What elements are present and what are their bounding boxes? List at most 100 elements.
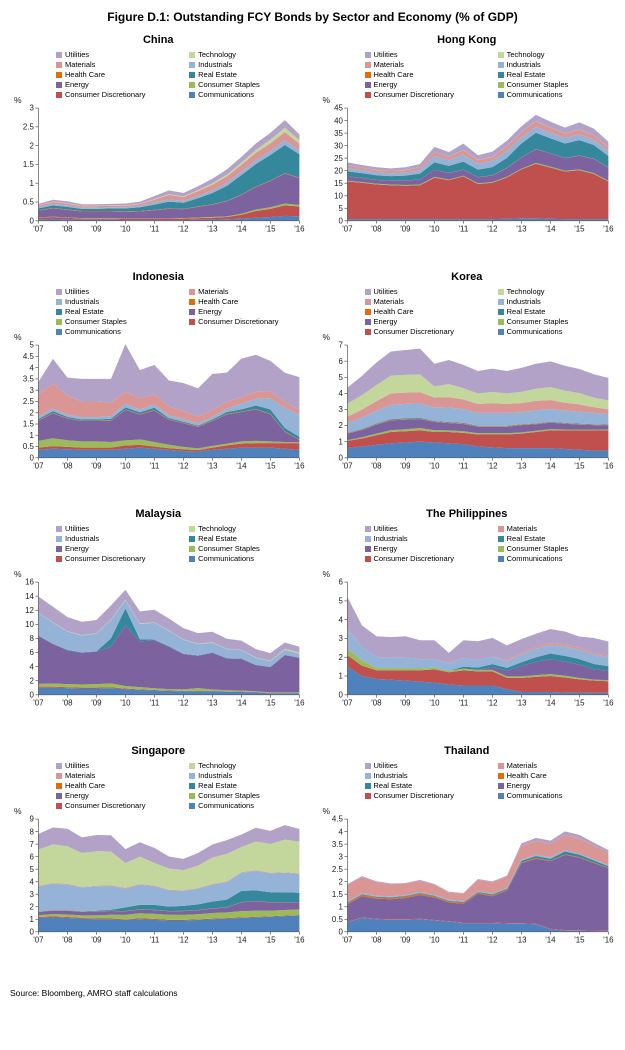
legend-item-consumer-staples: Consumer Staples [189, 791, 302, 801]
x-tick-label: '15 [265, 461, 276, 470]
area-energy [38, 173, 300, 219]
y-tick-label: 0.5 [23, 198, 35, 207]
x-tick-label: '10 [429, 935, 440, 944]
legend-item-consumer-discretionary: Consumer Discretionary [56, 90, 189, 100]
area-materials [346, 392, 608, 423]
y-tick-label: 0 [338, 453, 343, 462]
area-utilities [38, 344, 300, 417]
x-tick-label: '16 [603, 224, 614, 233]
legend-label: Industrials [506, 297, 541, 307]
legend-swatch-icon [497, 308, 504, 315]
legend-label: Consumer Discretionary [373, 791, 454, 801]
chart-korea: Korea Utilities Technology Materials Indust… [319, 271, 616, 504]
y-tick-label: 8 [29, 827, 34, 836]
legend-item-health-care: Health Care [364, 70, 498, 80]
legend-label: Technology [198, 524, 237, 534]
legend-swatch-icon [56, 81, 62, 88]
x-tick-label: '11 [150, 461, 160, 470]
x-tick-label: '07 [33, 461, 43, 470]
y-axis-unit-label: % [322, 569, 331, 579]
x-tick-label: '09 [400, 935, 411, 944]
y-tick-label: 1 [338, 437, 343, 446]
y-axis-unit-label: % [322, 95, 331, 105]
y-tick-label: 4.5 [23, 352, 35, 361]
legend-label: Health Care [506, 771, 547, 781]
legend-swatch-icon [189, 318, 196, 325]
legend-swatch-icon [497, 71, 504, 78]
legend-item-materials: Materials [364, 297, 498, 307]
legend-swatch-icon [497, 545, 504, 552]
legend-swatch-icon [497, 535, 504, 542]
legend-swatch-icon [56, 91, 62, 98]
legend-label: Technology [198, 761, 237, 771]
x-tick-label: '15 [574, 698, 585, 707]
x-tick-label: '11 [150, 224, 160, 233]
x-tick-label: '16 [294, 461, 305, 470]
chart-indonesia: Indonesia Utilities Materials Industrials H… [10, 271, 307, 504]
x-tick-label: '12 [487, 935, 497, 944]
legend-label: Technology [198, 50, 237, 60]
legend-swatch-icon [56, 802, 62, 809]
area-communications [38, 915, 300, 932]
area-industrials [346, 403, 608, 433]
legend-label: Communications [506, 90, 563, 100]
chart-plot-area: % 0 0.5 1 1.5 2 2.5 3 3.5 4 4.5 '07 '08 '09 '10 '11 '12… [319, 806, 616, 978]
legend-swatch-icon [364, 525, 371, 532]
legend-swatch-icon [56, 61, 62, 68]
legend-item-energy: Energy [364, 80, 498, 90]
x-tick-label: '16 [294, 698, 305, 707]
legend-swatch-icon [497, 298, 504, 305]
x-tick-label: '15 [265, 935, 276, 944]
x-tick-label: '13 [207, 224, 218, 233]
y-tick-label: 2.5 [23, 397, 35, 406]
x-tick-label: '14 [545, 698, 556, 707]
y-tick-label: 2 [338, 653, 342, 662]
y-tick-label: 4 [29, 662, 34, 671]
y-tick-label: 45 [334, 104, 343, 113]
legend-item-consumer-staples: Consumer Staples [497, 544, 611, 554]
legend-label: Communications [506, 327, 563, 337]
legend-item-real-estate: Real Estate [497, 307, 611, 317]
legend-item-utilities: Utilities [56, 287, 189, 297]
x-tick-label: '09 [91, 224, 102, 233]
y-tick-label: 2 [29, 141, 33, 150]
area-real-estate [346, 132, 608, 181]
legend-item-consumer-staples: Consumer Staples [189, 544, 302, 554]
legend-item-energy: Energy [56, 544, 189, 554]
legend-item-communications: Communications [497, 554, 611, 564]
legend-label: Communications [198, 90, 254, 100]
legend-item-consumer-discretionary: Consumer Discretionary [364, 554, 498, 564]
legend-item-consumer-discretionary: Consumer Discretionary [56, 801, 189, 811]
legend-label: Communications [198, 801, 254, 811]
legend-label: Consumer Staples [506, 544, 569, 554]
legend-label: Communications [506, 554, 563, 564]
x-tick-label: '11 [458, 935, 468, 944]
legend-swatch-icon [189, 288, 196, 295]
area-consumer-discretionary [346, 163, 608, 220]
area-materials [346, 835, 608, 902]
legend-label: Health Care [65, 781, 106, 791]
chart-title: Korea [451, 271, 483, 283]
legend-swatch-icon [189, 71, 196, 78]
legend-swatch-icon [189, 61, 196, 68]
legend-item-technology: Technology [189, 50, 302, 60]
y-tick-label: 3 [29, 104, 34, 113]
legend-item-communications: Communications [189, 554, 302, 564]
figure-title: Figure D.1: Outstanding FCY Bonds by Sec… [107, 10, 518, 24]
y-tick-label: 2.5 [331, 865, 343, 874]
y-tick-label: 6 [29, 852, 34, 861]
legend-swatch-icon [364, 762, 371, 769]
chart-philippines: The Philippines Utilities Materials Indust… [319, 508, 616, 741]
legend-label: Utilities [65, 287, 90, 297]
legend-item-industrials: Industrials [56, 297, 189, 307]
legend-item-energy: Energy [364, 317, 498, 327]
chart-title: The Philippines [426, 508, 508, 520]
legend-swatch-icon [497, 81, 504, 88]
legend-label: Materials [65, 60, 96, 70]
x-tick-label: '14 [545, 935, 556, 944]
area-utilities [38, 589, 300, 661]
area-communications [38, 687, 300, 695]
y-tick-label: 2 [338, 877, 342, 886]
legend-item-health-care: Health Care [189, 297, 302, 307]
legend-swatch-icon [56, 792, 62, 799]
